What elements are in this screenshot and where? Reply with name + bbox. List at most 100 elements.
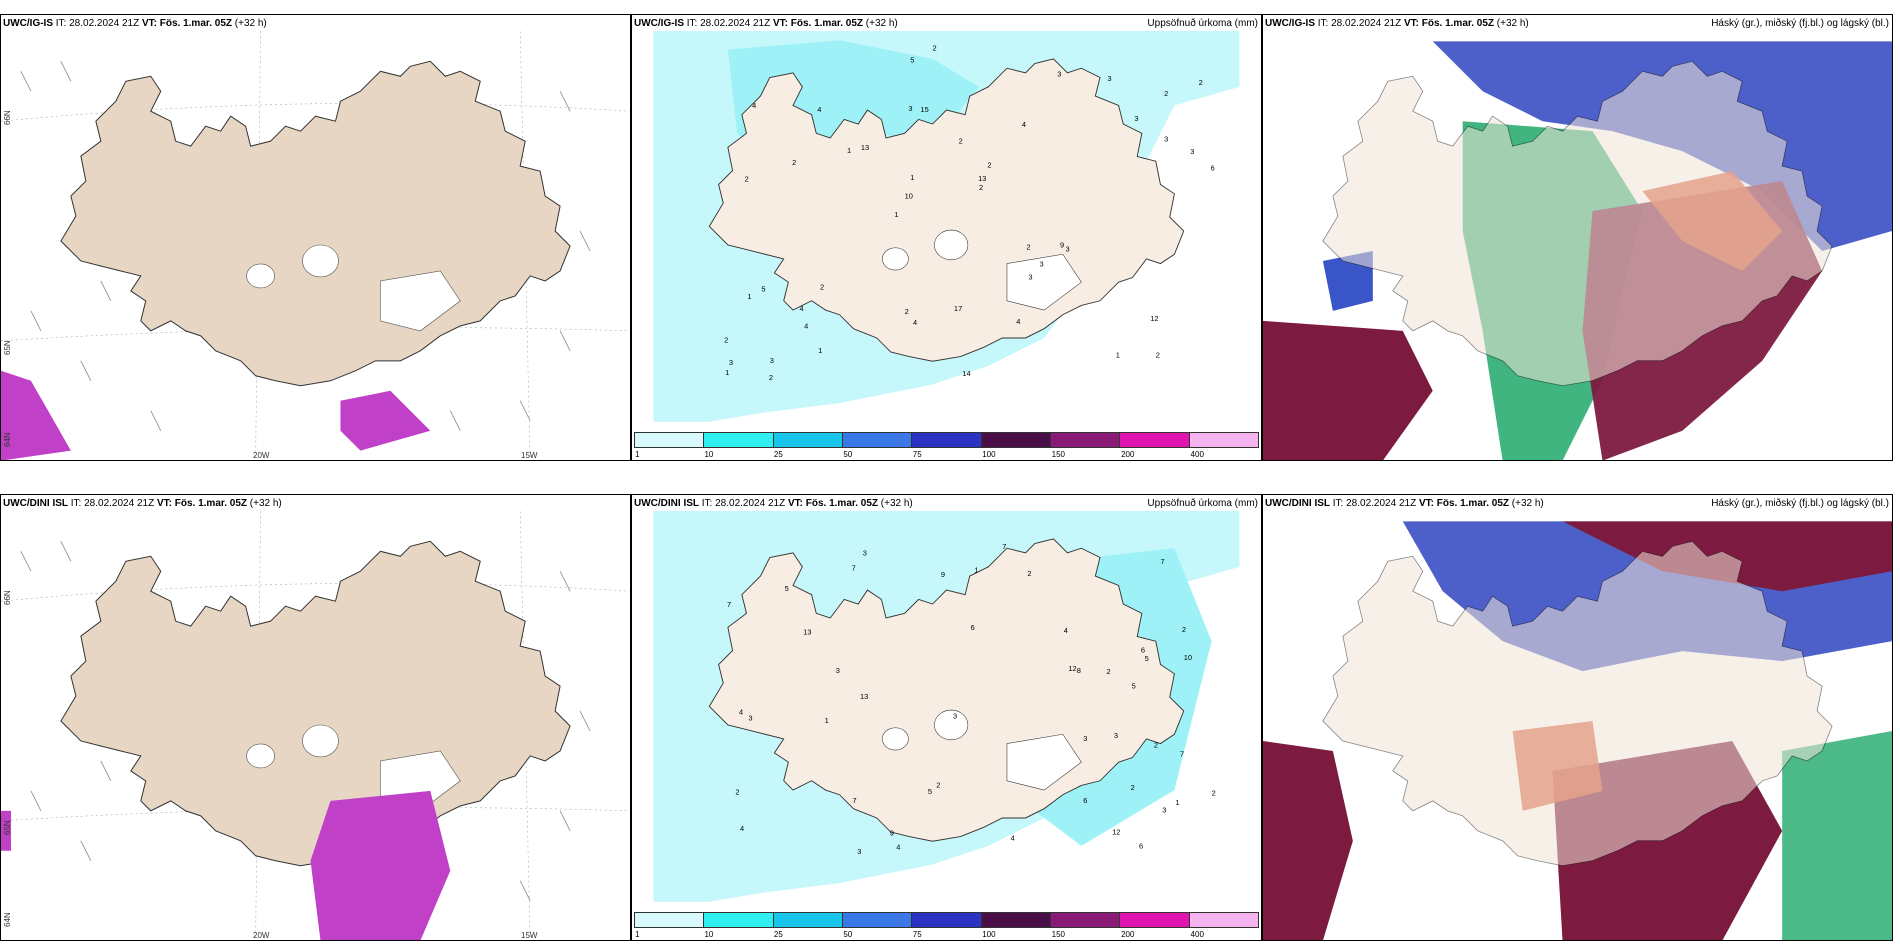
precip-value: 5 [785, 584, 789, 593]
precip-value: 4 [1064, 626, 1068, 635]
precip-value: 3 [770, 356, 774, 365]
precip-value: 7 [853, 796, 857, 805]
legend-label: 75 [912, 450, 922, 459]
panel-title: UWC/IG-IS IT: 28.02.2024 21Z VT: Fös. 1.… [1265, 18, 1529, 29]
precip-value: 2 [769, 373, 773, 382]
legend-label: 50 [843, 450, 853, 459]
legend-label: 100 [982, 450, 996, 459]
precip-value: 2 [820, 283, 824, 292]
precip-value: 4 [913, 318, 917, 327]
panel-title: UWC/DINI ISL IT: 28.02.2024 21Z VT: Fös.… [634, 498, 913, 509]
precip-value: 4 [1011, 833, 1015, 842]
precip-value: 4 [817, 105, 821, 114]
legend-label: 200 [1121, 450, 1135, 459]
precip-value: 2 [987, 161, 991, 170]
legend-swatch [635, 913, 705, 927]
lat-label-66n: 66N [3, 590, 12, 605]
legend-label: 25 [773, 930, 783, 939]
precip-value: 12 [1068, 664, 1076, 673]
precip-value: 3 [1190, 147, 1194, 156]
precip-value: 5 [1145, 654, 1149, 663]
map-panel-ig-precip: UWC/IG-IS IT: 28.02.2024 21Z VT: Fös. 1.… [631, 14, 1262, 461]
legend-swatch [1120, 913, 1190, 927]
precip-value: 2 [1212, 789, 1216, 798]
precip-value: 6 [1141, 645, 1145, 654]
precip-value: 2 [724, 336, 728, 345]
precip-value: 3 [1114, 731, 1118, 740]
precip-value: 5 [761, 284, 765, 293]
precip-value: 1 [894, 210, 898, 219]
lon-label-15w: 15W [521, 931, 538, 940]
legend-swatch [842, 433, 913, 447]
panel-title: UWC/IG-IS IT: 28.02.2024 21Z VT: Fös. 1.… [3, 18, 267, 29]
precip-value: 3 [1057, 70, 1061, 79]
precip-value: 1 [725, 368, 729, 377]
precip-value: 6 [1083, 796, 1087, 805]
precip-value: 6 [971, 623, 975, 632]
precip-value: 3 [1040, 259, 1044, 268]
precip-value: 1 [825, 716, 829, 725]
precip-value: 7 [852, 564, 856, 573]
legend-label: 1 [635, 930, 640, 939]
snow-areas [1, 370, 431, 460]
precip-value: 3 [908, 104, 912, 113]
lon-label-15w: 15W [521, 451, 538, 460]
precip-value: 4 [740, 824, 744, 833]
precip-value: 4 [752, 101, 756, 110]
precip-value: 4 [1016, 317, 1020, 326]
precip-value: 1 [847, 146, 851, 155]
lat-label-64n: 64N [3, 912, 12, 927]
precip-value: 2 [1027, 569, 1031, 578]
precip-value: 2 [1027, 243, 1031, 252]
panel-title: UWC/IG-IS IT: 28.02.2024 21Z VT: Fös. 1.… [634, 18, 898, 29]
precip-value: 2 [745, 175, 749, 184]
precip-value: 3 [748, 713, 752, 722]
panel-title: UWC/DINI ISL IT: 28.02.2024 21Z VT: Fös.… [3, 498, 282, 509]
legend-label: 150 [1051, 930, 1066, 939]
wind-barbs [20, 541, 591, 901]
legend-swatch [1050, 913, 1121, 927]
precip-value: 8 [1077, 666, 1081, 675]
precip-value: 9 [1060, 241, 1064, 250]
precip-value: 1 [1175, 798, 1179, 807]
panel-right-title: Uppsöfnuð úrkoma (mm) [1147, 18, 1258, 29]
precip-value: 10 [905, 191, 913, 200]
precip-legend: 1 10 25 50 75 100 150 200 400 [632, 430, 1261, 460]
precip-value: 2 [905, 307, 909, 316]
precip-value: 3 [1134, 114, 1138, 123]
precip-value: 3 [1164, 135, 1168, 144]
precip-value: 3 [836, 666, 840, 675]
precip-value: 2 [1154, 740, 1158, 749]
legend-swatch [981, 433, 1051, 447]
map-panel-ig-clouds: UWC/IG-IS IT: 28.02.2024 21Z VT: Fös. 1.… [1262, 14, 1893, 461]
precip-value: 13 [978, 174, 986, 183]
lat-label-64n: 64N [3, 432, 12, 447]
legend-label: 25 [773, 450, 783, 459]
precip-value: 2 [1199, 78, 1203, 87]
precip-value: 7 [1160, 557, 1164, 566]
precip-value: 4 [896, 843, 900, 852]
precip-value: 2 [1131, 783, 1135, 792]
precip-value: 2 [936, 780, 940, 789]
legend-label: 10 [704, 450, 714, 459]
precip-value: 5 [1132, 682, 1136, 691]
glaciers [246, 244, 461, 332]
legend-label: 150 [1051, 450, 1066, 459]
lat-label-66n: 66N [3, 110, 12, 125]
precip-map: 2216436771310754253725434129572421633212… [653, 511, 1240, 902]
precip-value: 12 [1112, 828, 1120, 837]
precip-value: 7 [1180, 750, 1184, 759]
wind-map [1, 31, 630, 460]
precip-value: 2 [735, 788, 739, 797]
legend-swatch [635, 433, 705, 447]
precip-value: 3 [1107, 74, 1111, 83]
legend-swatch [773, 433, 843, 447]
map-panel-dini-precip: UWC/DINI ISL IT: 28.02.2024 21Z VT: Fös.… [631, 494, 1262, 941]
precip-value: 6 [1139, 842, 1143, 851]
precip-value: 2 [1164, 89, 1168, 98]
cloud-map [1263, 511, 1892, 940]
precip-value: 4 [1022, 120, 1026, 129]
cloud-map [1263, 31, 1892, 460]
legend-swatch [1050, 433, 1121, 447]
precip-value: 9 [941, 570, 945, 579]
